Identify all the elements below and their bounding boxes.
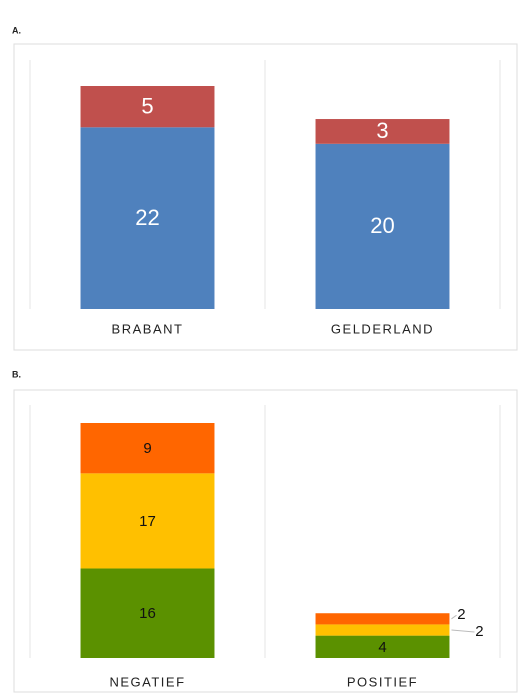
data-label: 17 — [139, 513, 156, 530]
x-tick-label: NEGATIEF — [109, 674, 185, 689]
bar-segment — [315, 119, 450, 144]
bar-segment — [80, 473, 215, 569]
data-label: 9 — [143, 440, 151, 457]
data-label: 20 — [370, 213, 394, 238]
data-label: 4 — [378, 639, 386, 656]
data-label: 3 — [376, 118, 388, 143]
leader-line — [451, 629, 475, 633]
data-label: 2 — [475, 623, 483, 640]
bar-segment — [315, 624, 450, 636]
chart-frame — [13, 389, 518, 693]
x-tick-label: GELDERLAND — [331, 321, 434, 336]
bar-segment — [315, 613, 450, 625]
data-label: 22 — [135, 205, 159, 230]
data-label: 5 — [141, 93, 153, 118]
bar-segment — [80, 86, 215, 128]
chart-title: A. — [12, 25, 21, 35]
bar-segment — [315, 635, 450, 658]
data-label: 16 — [139, 605, 156, 622]
leader-line — [451, 614, 457, 620]
x-tick-label: BRABANT — [112, 321, 184, 336]
chart-frame — [13, 43, 518, 351]
bar-segment — [80, 423, 215, 474]
x-tick-label: POSITIEF — [347, 674, 418, 689]
bar-segment — [80, 568, 215, 658]
bar-segment — [315, 143, 450, 309]
data-label: 2 — [457, 606, 465, 623]
bar-segment — [80, 127, 215, 309]
chart-title: B. — [12, 369, 21, 379]
